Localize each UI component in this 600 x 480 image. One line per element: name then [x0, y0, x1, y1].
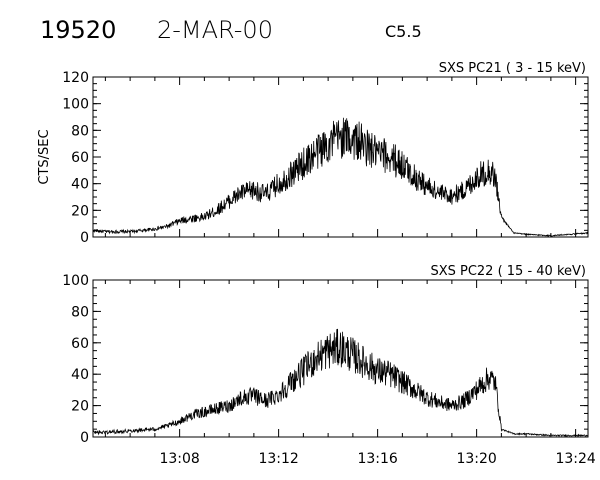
panel-title-1: SXS PC21 ( 3 - 15 keV): [439, 61, 586, 76]
y-tick-label: 80: [71, 304, 89, 320]
y-tick-label: 20: [71, 399, 89, 415]
x-tick-label: 13:16: [357, 451, 397, 467]
x-tick-label: 13:12: [258, 451, 298, 467]
x-tick-label: 13:08: [159, 451, 199, 467]
y-tick-label: 20: [71, 203, 89, 219]
event-id: 19520: [40, 16, 117, 44]
plot-frame-2: [92, 279, 589, 438]
y-axis-label: CTS/SEC: [37, 129, 52, 184]
y-tick-label: 60: [71, 150, 89, 166]
y-tick-label: 80: [71, 123, 89, 139]
x-tick-label: 13:20: [456, 451, 496, 467]
y-tick-label: 100: [62, 273, 89, 289]
series-line-2: [93, 328, 589, 438]
y-tick-label: 60: [71, 336, 89, 352]
y-tick-label: 120: [62, 70, 89, 86]
y-tick-label: 100: [62, 97, 89, 113]
y-tick-label: 0: [80, 230, 89, 246]
panel-title-2: SXS PC22 ( 15 - 40 keV): [430, 264, 586, 279]
flare-class: C5.5: [385, 22, 422, 41]
y-tick-label: 0: [80, 430, 89, 446]
y-tick-label: 40: [71, 367, 89, 383]
x-tick-label: 13:24: [555, 451, 595, 467]
plot-frame-1: [92, 76, 589, 238]
event-date: 2-MAR-00: [157, 16, 273, 44]
series-line-1: [92, 117, 589, 237]
y-tick-label: 40: [71, 177, 89, 193]
